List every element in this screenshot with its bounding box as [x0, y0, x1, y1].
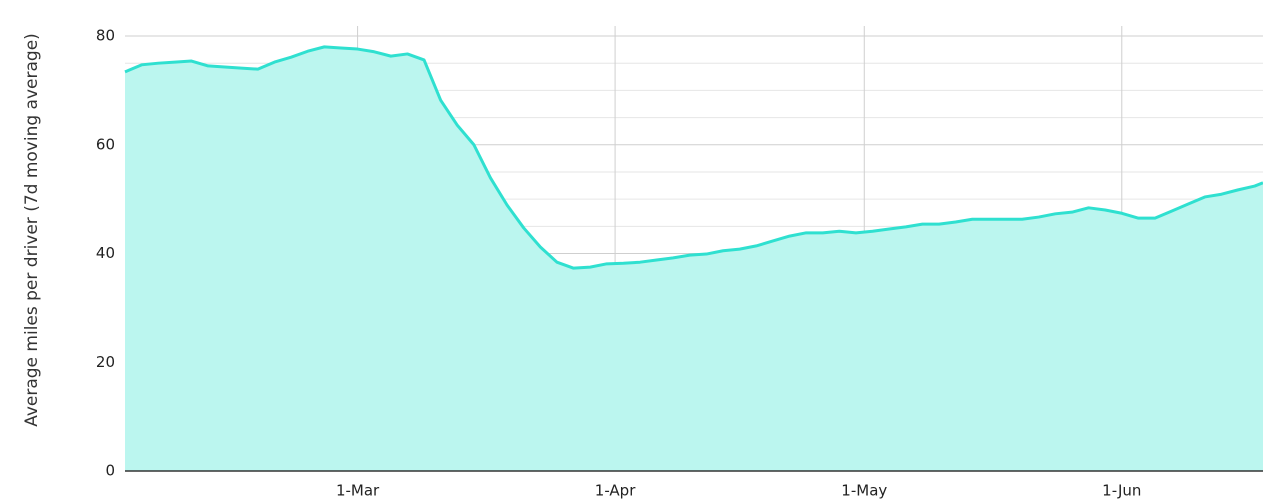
- y-tick-label: 20: [96, 353, 115, 371]
- y-axis-label: Average miles per driver (7d moving aver…: [22, 33, 42, 427]
- x-tick-label: 1-Jun: [1102, 482, 1141, 500]
- y-tick-label: 60: [96, 135, 115, 153]
- y-tick-label: 80: [96, 27, 115, 45]
- y-tick-label: 40: [96, 244, 115, 262]
- x-tick-label: 1-Apr: [595, 482, 636, 500]
- x-tick-label: 1-Mar: [336, 482, 380, 500]
- area-fill: [125, 46, 1263, 471]
- y-tick-label: 0: [105, 462, 115, 480]
- x-tick-label: 1-May: [841, 482, 887, 500]
- area-line: [124, 45, 1263, 270]
